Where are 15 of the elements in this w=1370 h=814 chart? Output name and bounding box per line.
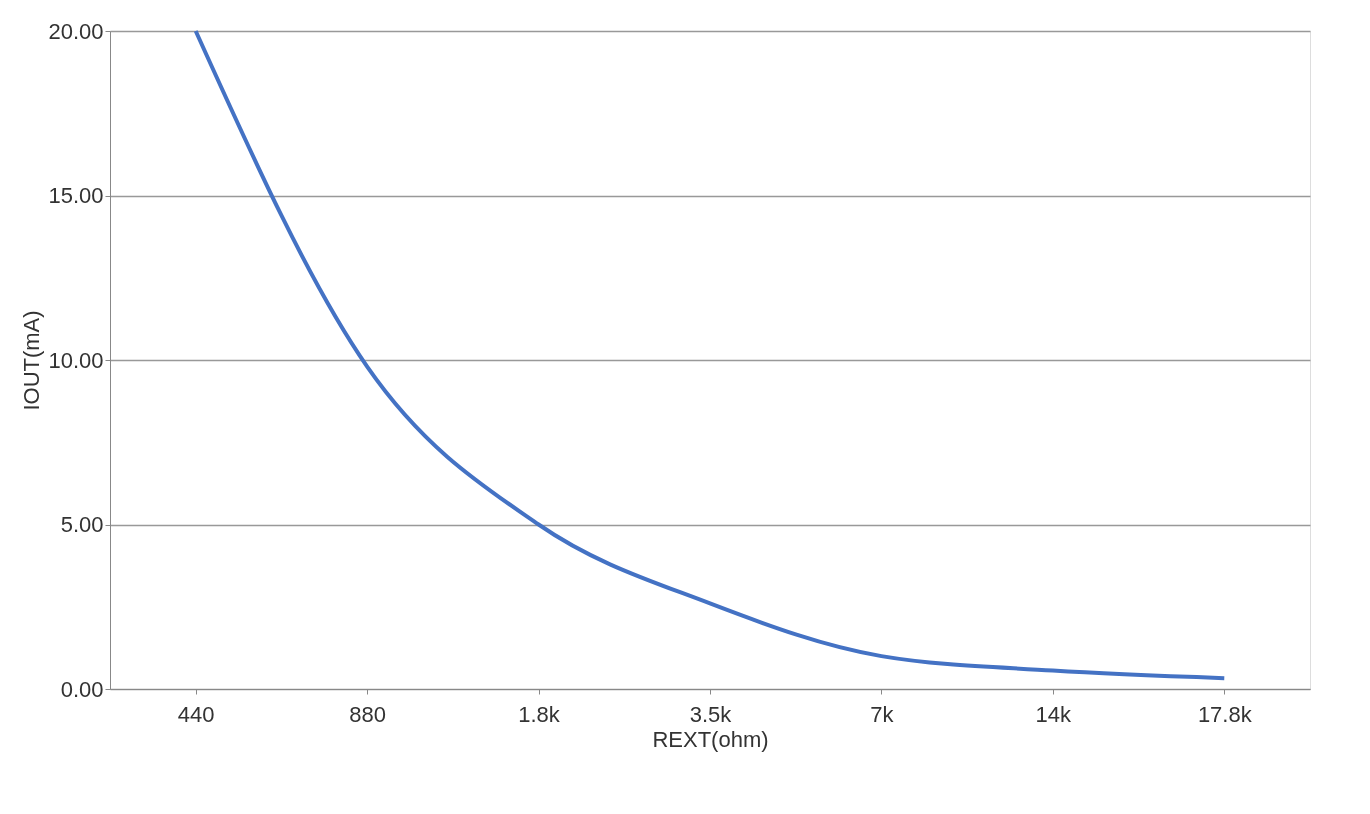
x-axis-title: REXT(ohm) [652, 726, 769, 752]
y-tick-label: 10.00 [48, 347, 104, 373]
y-tick-label: 20.00 [48, 18, 104, 44]
x-tick-label: 3.5k [689, 701, 733, 727]
line-series [193, 29, 1227, 681]
y-tick-label: 15.00 [48, 183, 104, 208]
y-tick-label: 0.00 [60, 676, 104, 702]
x-tick-label: 17.8k [1197, 701, 1253, 727]
y-tick-label: 5.00 [60, 512, 104, 537]
y-axis-title: IOUT(mA) [19, 310, 45, 411]
x-tick-label: 880 [349, 701, 386, 727]
x-tick-label: 7k [870, 701, 895, 727]
x-tick-label: 14k [1035, 701, 1073, 727]
x-tick-label: 440 [177, 701, 215, 727]
x-tick-label: 1.8k [518, 701, 561, 727]
